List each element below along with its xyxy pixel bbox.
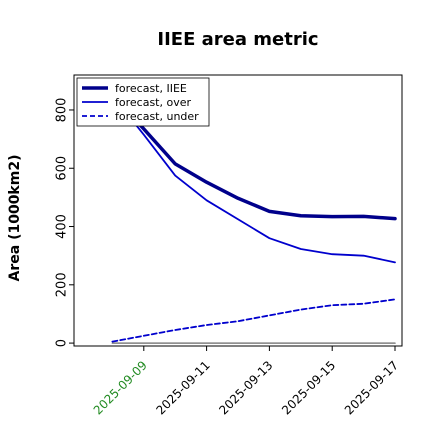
- series-line-forecast-over: [111, 94, 396, 264]
- y-tick-label: 0: [55, 339, 70, 347]
- legend-label: forecast, under: [115, 110, 199, 123]
- y-tick-label: 400: [55, 214, 70, 239]
- y-tick-label: 800: [55, 98, 70, 123]
- series-line-forecast-under: [111, 298, 396, 343]
- series-line-forecast-iiee: [110, 93, 397, 221]
- x-tick-label: 2025-09-17: [342, 358, 401, 417]
- x-tick-label: 2025-09-09: [91, 358, 150, 417]
- y-axis-label: Area (1000km2): [7, 155, 23, 282]
- legend-label: forecast, over: [115, 96, 191, 109]
- legend-label: forecast, IIEE: [115, 82, 187, 95]
- plot-frame: [73, 74, 403, 347]
- y-tick-label: 600: [55, 156, 70, 181]
- x-tick-label: 2025-09-15: [279, 358, 338, 417]
- x-tick-label: 2025-09-13: [216, 358, 275, 417]
- chart-title: IIEE area metric: [157, 29, 318, 50]
- y-tick-label: 200: [55, 272, 70, 297]
- x-tick-label: 2025-09-11: [154, 358, 213, 417]
